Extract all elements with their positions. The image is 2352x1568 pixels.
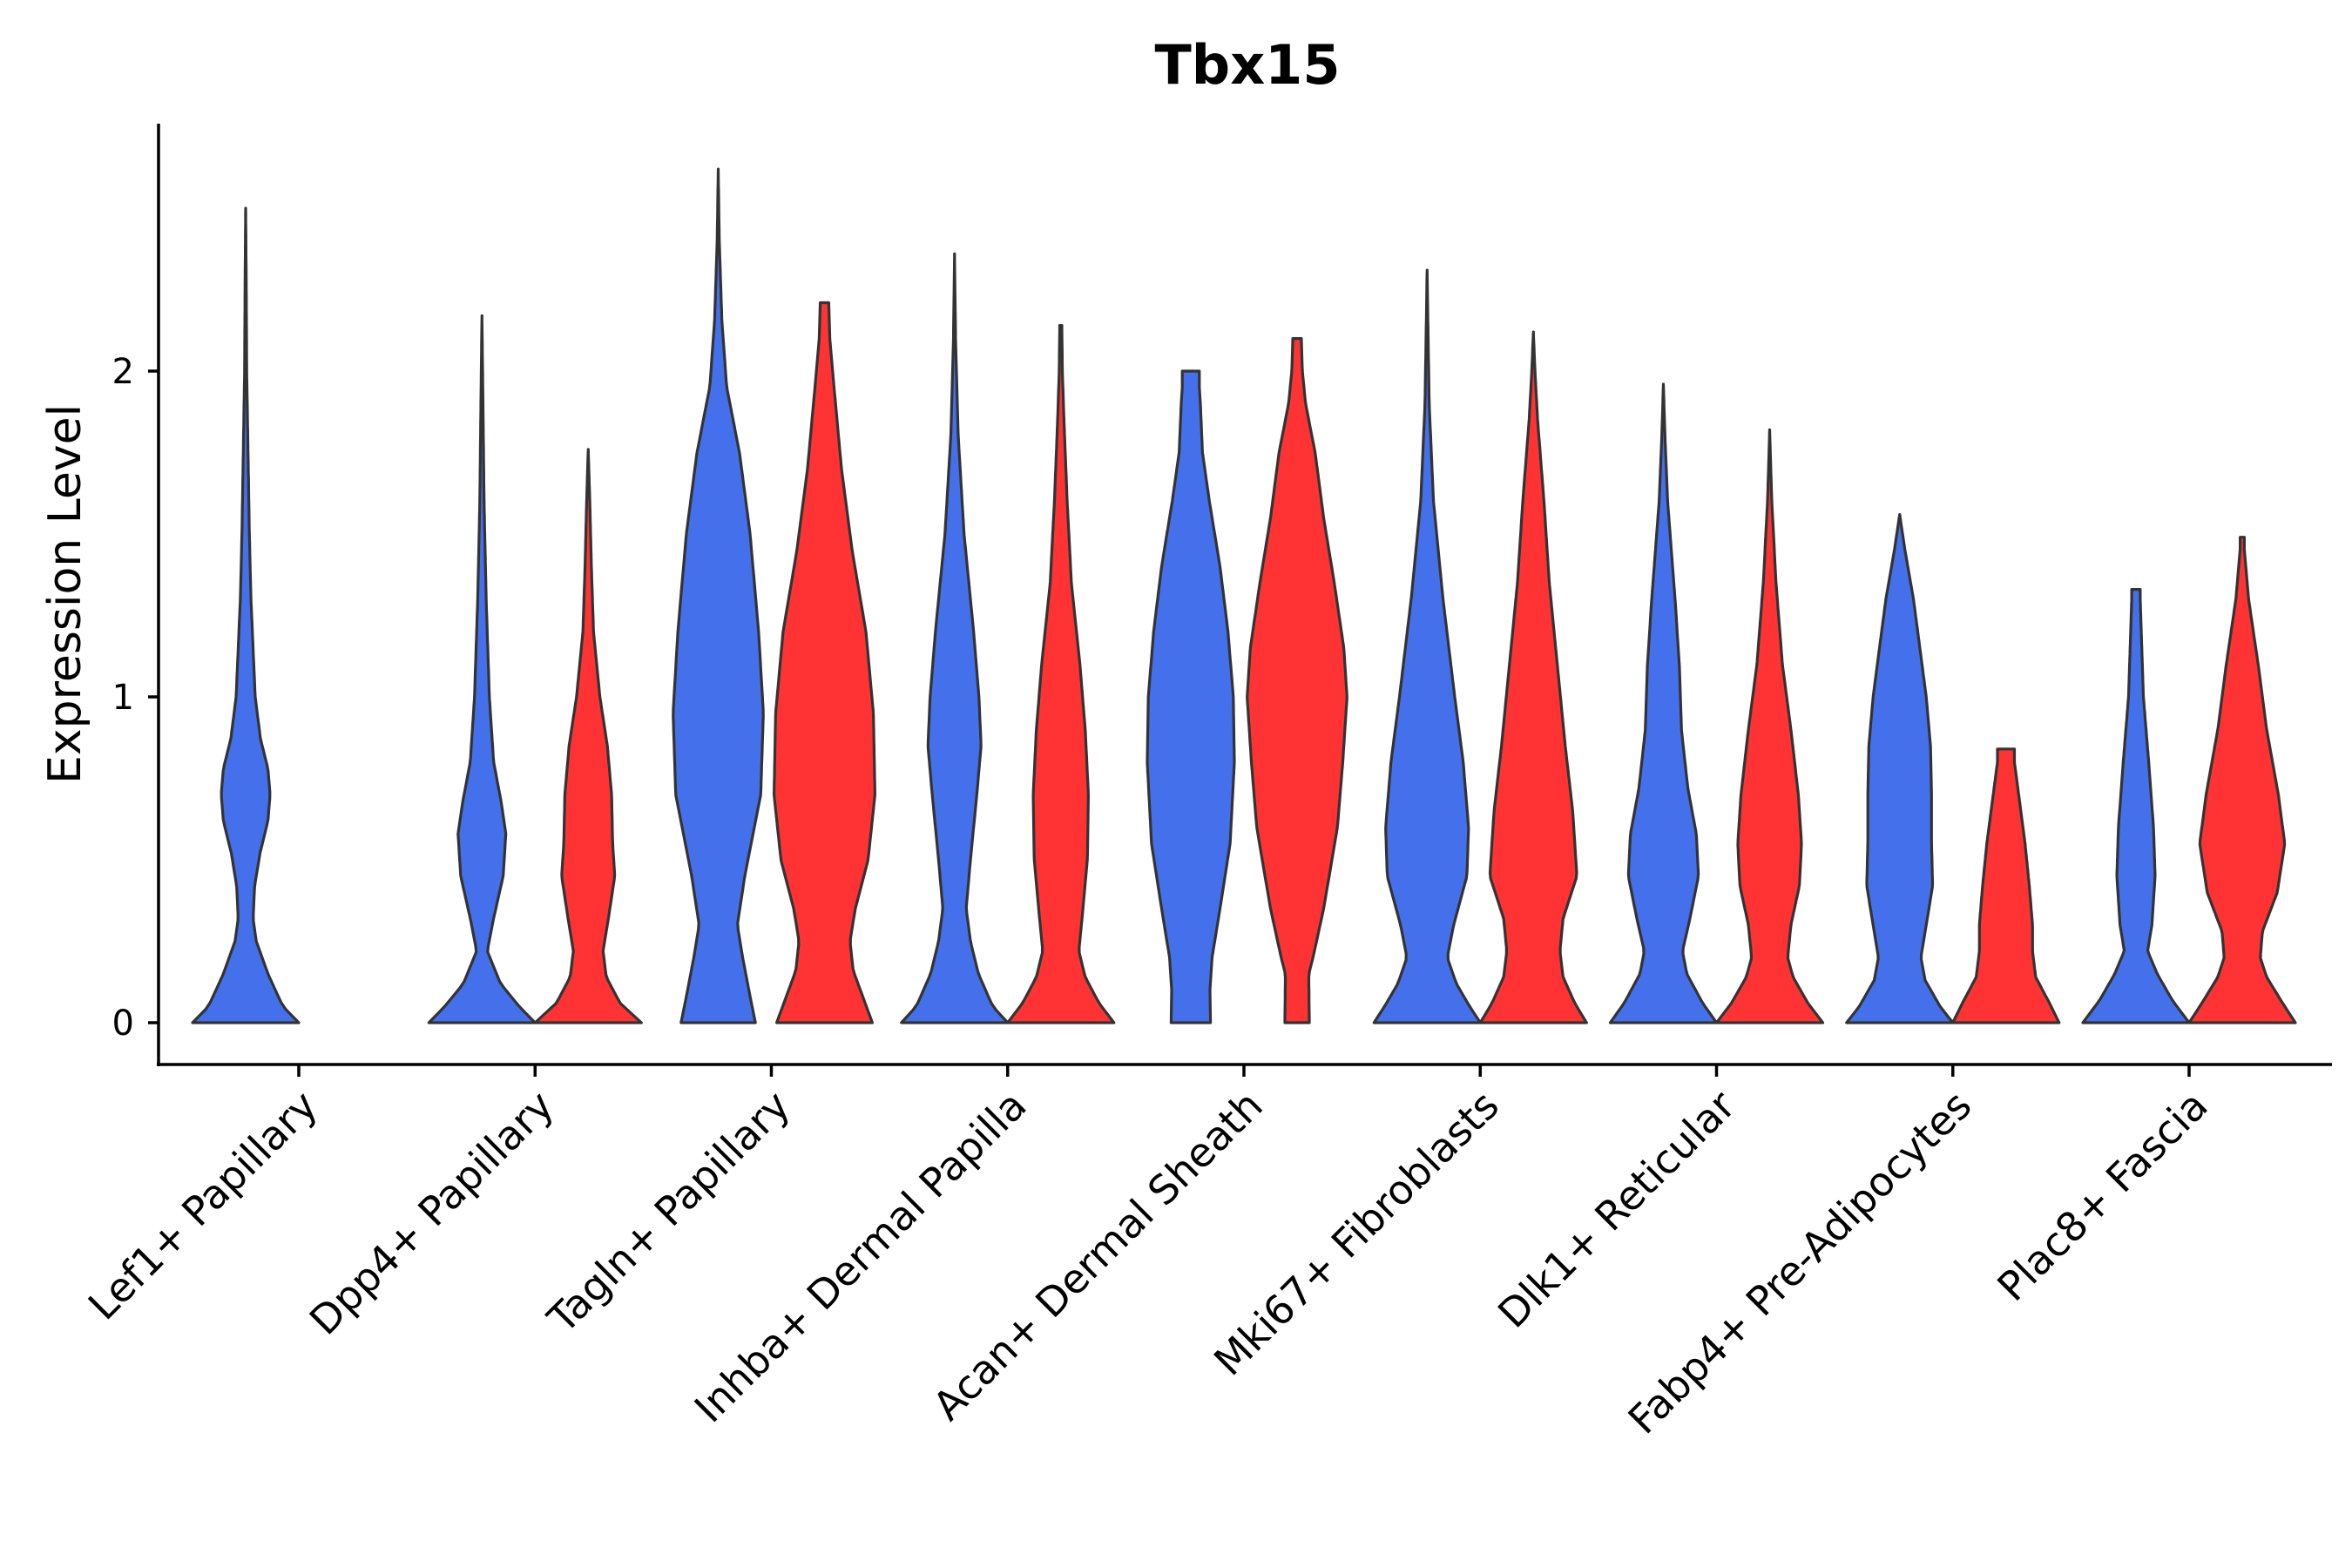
x-category-label: Plac8+ Fascia [1988, 1082, 2216, 1310]
violin-2-dpp4-papillary [533, 448, 643, 1024]
violin-1-dpp4-papillary [427, 314, 537, 1024]
violin-2-mki67-fibroblasts [1478, 330, 1588, 1024]
violin-1-inhba-dermal-papilla [900, 252, 1010, 1024]
violin-layer [191, 167, 2297, 1024]
x-category-label: Dlk1+ Reticular [1489, 1082, 1744, 1337]
y-tick-label: 2 [112, 352, 134, 392]
x-category-label: Tagln+ Papillary [538, 1082, 800, 1343]
violin-2-acan-dermal-sheath [1246, 337, 1348, 1024]
y-tick-label: 0 [112, 1004, 134, 1044]
violin-2-fabp4-pre-adipocytes [1951, 747, 2061, 1024]
violin-1-dlk1-reticular [1608, 382, 1719, 1024]
violin-1-fabp4-pre-adipocytes [1845, 513, 1955, 1024]
violin-1-mki67-fibroblasts [1372, 268, 1482, 1024]
violin-1-tagln-papillary [672, 167, 765, 1024]
y-tick-label: 1 [112, 678, 134, 718]
x-category-label: Dpp4+ Papillary [301, 1082, 563, 1344]
violin-2-inhba-dermal-papilla [1006, 324, 1116, 1024]
y-axis-label: Expression Level [39, 404, 91, 784]
violin-2-tagln-papillary [773, 301, 876, 1024]
violin-1-lef1-papillary [191, 206, 301, 1024]
violin-1-acan-dermal-sheath [1146, 369, 1236, 1024]
chart-title: Tbx15 [1155, 33, 1341, 97]
violin-2-dlk1-reticular [1714, 428, 1825, 1024]
violin-2-plac8-fascia [2187, 536, 2297, 1024]
y-ticks: 0 1 2 [112, 352, 159, 1044]
x-category-label: Lef1+ Papillary [79, 1082, 327, 1329]
violin-1-plac8-fascia [2081, 588, 2191, 1024]
